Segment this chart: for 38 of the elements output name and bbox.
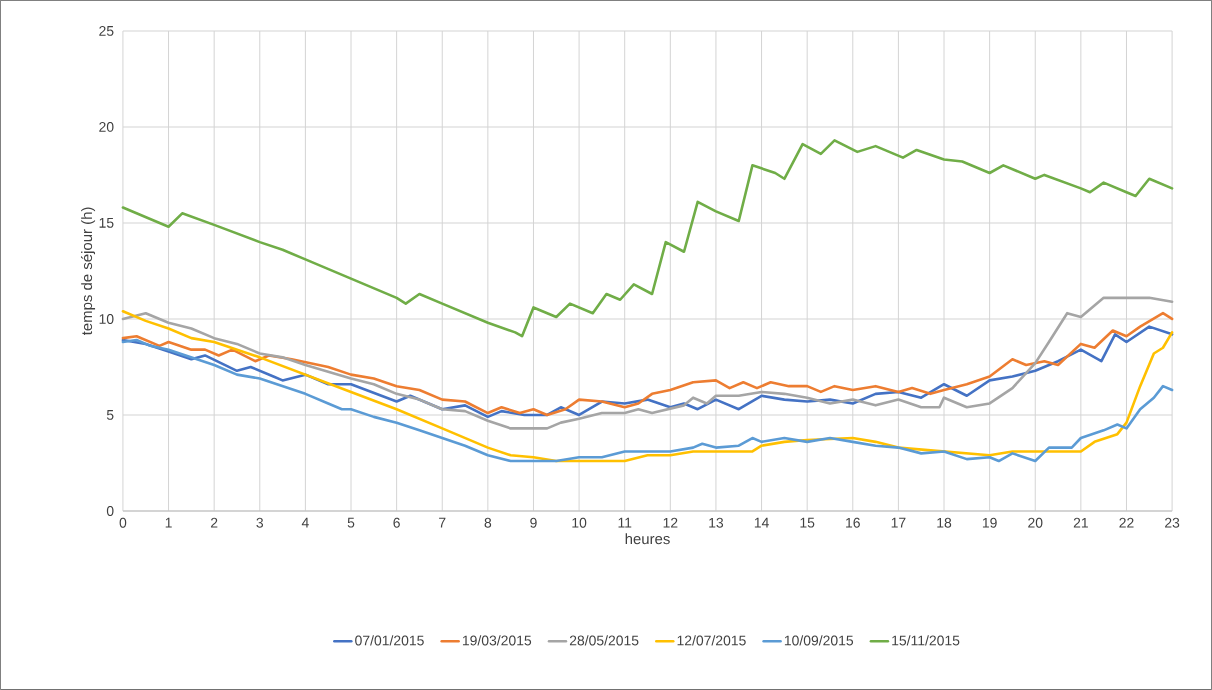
y-tick-label: 20	[99, 122, 114, 132]
x-tick-label: 11	[618, 517, 632, 528]
y-axis-title: temps de séjour (h)	[80, 207, 96, 336]
y-tick-label: 25	[99, 26, 114, 36]
x-tick-label: 6	[393, 517, 400, 528]
legend-label: 19/03/2015	[462, 635, 532, 646]
y-tick-label: 0	[106, 506, 114, 516]
x-tick-label: 13	[709, 517, 724, 528]
x-tick-label: 3	[256, 517, 264, 528]
legend-label: 07/01/2015	[355, 635, 424, 646]
x-tick-label: 10	[572, 517, 587, 528]
y-tick-label: 15	[99, 218, 114, 228]
x-tick-label: 22	[1119, 517, 1134, 528]
x-tick-label: 14	[754, 517, 769, 528]
x-tick-label: 2	[210, 517, 218, 528]
x-tick-label: 17	[891, 517, 906, 528]
x-tick-label: 12	[663, 517, 678, 528]
x-tick-label: 9	[530, 517, 537, 528]
x-tick-label: 20	[1028, 517, 1043, 528]
legend-label: 15/11/2015	[892, 635, 960, 646]
y-tick-label: 5	[106, 410, 114, 420]
x-tick-label: 15	[800, 517, 815, 528]
x-tick-label: 16	[846, 517, 860, 528]
legend-label: 10/09/2015	[784, 635, 854, 646]
x-tick-label: 8	[484, 517, 492, 528]
legend-label: 28/05/2015	[569, 635, 639, 646]
x-tick-label: 18	[937, 517, 952, 528]
x-tick-label: 21	[1073, 517, 1088, 528]
x-tick-label: 1	[165, 517, 172, 528]
x-axis-title: heures	[625, 533, 670, 545]
x-tick-label: 4	[301, 517, 309, 528]
x-tick-label: 5	[347, 517, 355, 528]
legend-label: 12/07/2015	[677, 635, 746, 646]
x-tick-label: 7	[439, 517, 446, 528]
y-tick-label: 10	[99, 314, 114, 324]
x-tick-label: 23	[1165, 517, 1180, 528]
x-tick-label: 0	[119, 517, 127, 528]
x-tick-label: 19	[982, 517, 997, 528]
